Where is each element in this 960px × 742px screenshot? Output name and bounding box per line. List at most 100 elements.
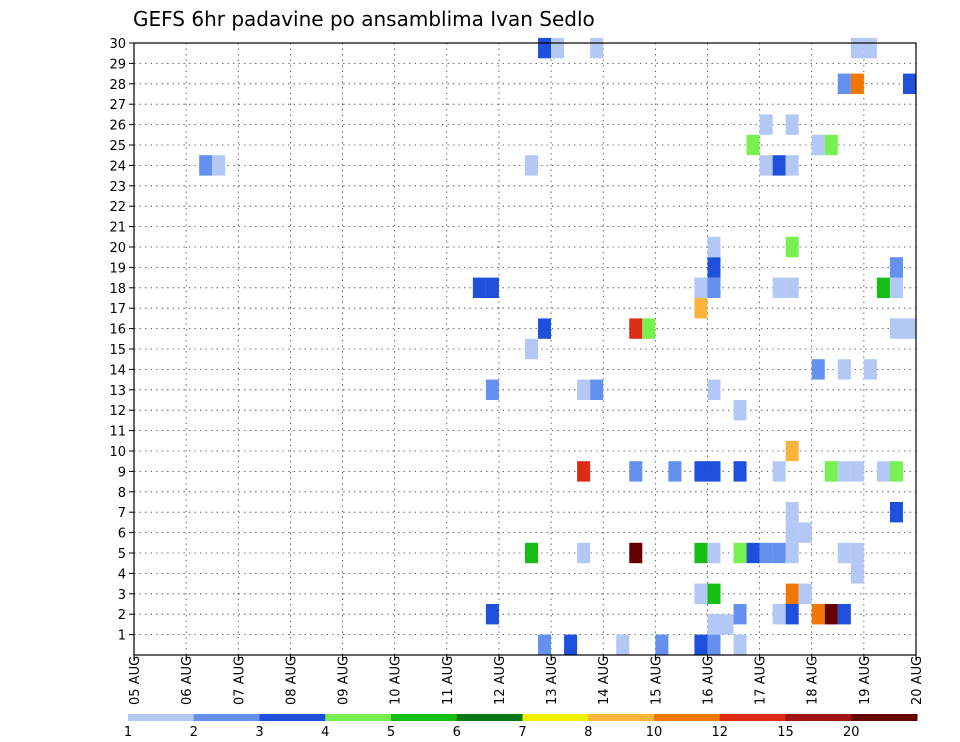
data-cell: [538, 37, 552, 59]
color-scale-label: 15: [777, 725, 794, 740]
color-scale-swatch: [391, 714, 458, 721]
color-scale-label: 12: [711, 725, 728, 740]
data-cell: [733, 604, 747, 625]
data-cell: [694, 634, 708, 655]
color-scale-swatch: [654, 714, 721, 721]
data-cell: [707, 542, 721, 564]
color-scale-label: 20: [843, 725, 860, 740]
color-scale-label: 7: [518, 725, 526, 740]
grid-lines: [134, 43, 916, 655]
y-tick-label: 7: [118, 506, 126, 521]
data-cell: [629, 318, 643, 339]
data-cell: [824, 604, 838, 625]
data-cell: [694, 277, 708, 298]
data-cell: [655, 634, 669, 655]
y-tick-label: 8: [118, 486, 126, 501]
data-cell: [837, 542, 851, 564]
color-scale-swatch: [719, 714, 786, 721]
x-tick-label: 20 AUG: [910, 656, 925, 705]
x-tick-label: 05 AUG: [128, 656, 143, 705]
x-tick-label: 08 AUG: [284, 656, 299, 705]
x-tick-label: 15 AUG: [649, 656, 664, 705]
y-tick-label: 5: [118, 547, 126, 562]
data-cell: [837, 73, 851, 94]
data-cell: [785, 502, 799, 523]
data-cell: [824, 461, 838, 482]
x-tick-label: 11 AUG: [441, 656, 456, 705]
data-cell: [707, 583, 721, 604]
data-cell: [798, 583, 812, 604]
y-tick-label: 1: [118, 629, 126, 644]
color-scale-label: 8: [584, 725, 592, 740]
data-cell: [785, 236, 799, 258]
y-tick-label: 29: [109, 57, 126, 72]
data-cell: [889, 502, 903, 523]
x-tick-label: 06 AUG: [180, 656, 195, 705]
data-cell: [707, 379, 721, 400]
color-scale-label: 1: [124, 725, 132, 740]
data-cell: [798, 522, 812, 543]
data-cell: [889, 277, 903, 298]
color-scale-swatch: [588, 714, 655, 721]
data-cell: [850, 542, 864, 564]
data-cell: [785, 583, 799, 604]
data-cell: [694, 298, 708, 319]
data-cell: [772, 604, 786, 625]
color-scale-swatch: [325, 714, 392, 721]
data-cell: [707, 277, 721, 298]
data-cell: [772, 461, 786, 482]
y-tick-label: 28: [109, 78, 126, 93]
data-cell: [837, 359, 851, 380]
y-tick-label: 6: [118, 527, 126, 542]
data-cell: [785, 604, 799, 625]
data-cell: [577, 379, 591, 400]
y-tick-label: 11: [109, 425, 126, 440]
data-cell: [525, 542, 539, 564]
data-cell: [785, 277, 799, 298]
data-cell: [485, 277, 499, 298]
data-cell: [707, 614, 721, 635]
data-cell: [733, 542, 747, 564]
y-tick-label: 2: [118, 608, 126, 623]
data-cell: [629, 461, 643, 482]
y-tick-label: 3: [118, 588, 126, 603]
y-tick-label: 20: [109, 241, 126, 256]
color-scale-swatch: [259, 714, 326, 721]
data-cell: [616, 634, 630, 655]
y-tick-label: 24: [109, 159, 126, 174]
data-cell: [850, 563, 864, 584]
x-tick-label: 14 AUG: [597, 656, 612, 705]
data-cell: [485, 379, 499, 400]
data-cell: [733, 400, 747, 421]
data-cell: [694, 583, 708, 604]
y-tick-label: 18: [109, 282, 126, 297]
y-tick-label: 16: [109, 323, 126, 338]
y-tick-label: 21: [109, 221, 126, 236]
data-cell: [590, 37, 604, 59]
data-cell: [902, 73, 916, 94]
data-cell: [759, 542, 773, 564]
x-tick-label: 10 AUG: [389, 656, 404, 705]
y-axis: 1234567891011121314151617181920212223242…: [109, 37, 134, 644]
color-scale-swatch: [851, 714, 918, 721]
data-cell: [590, 379, 604, 400]
data-cell: [889, 318, 903, 339]
x-tick-label: 16 AUG: [701, 656, 716, 705]
data-cell: [811, 134, 825, 156]
data-cell: [863, 359, 877, 380]
x-tick-label: 17 AUG: [754, 656, 769, 705]
data-cell: [785, 522, 799, 543]
y-tick-label: 17: [109, 302, 126, 317]
x-tick-label: 18 AUG: [806, 656, 821, 705]
data-cell: [759, 114, 773, 135]
y-tick-label: 15: [109, 343, 126, 358]
data-cell: [746, 542, 760, 564]
data-cells: [199, 37, 916, 655]
color-scale-swatch: [456, 714, 523, 721]
data-cell: [772, 542, 786, 564]
color-scale-label: 10: [646, 725, 663, 740]
data-cell: [824, 134, 838, 156]
data-cell: [707, 461, 721, 482]
data-cell: [811, 359, 825, 380]
